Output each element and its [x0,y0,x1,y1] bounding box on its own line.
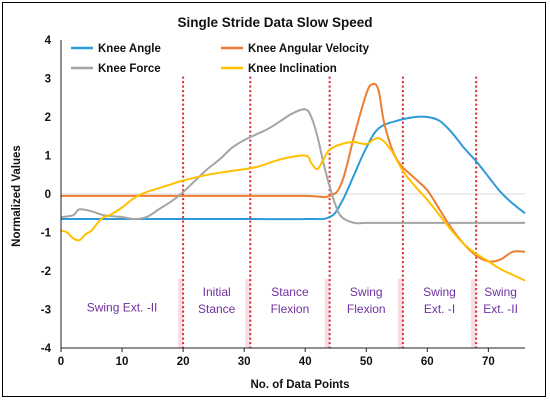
line-chart: Single Stride Data Slow Speed Normalized… [11,15,526,391]
phase-label: Swing Ext. -I [423,285,456,316]
y-tick-label: -4 [41,343,52,355]
phase-label: Swing Ext. -II [87,300,158,314]
phase-band [245,278,251,348]
series-line-knee-inclination [60,137,526,282]
series-line-knee-force [60,108,525,225]
y-tick-label: 0 [45,189,51,201]
x-tick-label: 10 [116,356,129,368]
chart-frame: Single Stride Data Slow Speed Normalized… [2,2,546,397]
series-line-knee-angle [60,115,526,221]
legend-label: Knee Angle [98,43,161,55]
phase-band [471,278,477,348]
x-tick-label: 40 [299,356,312,368]
legend: Knee Angle Knee Angular Velocity Knee Forc… [71,43,370,75]
phase-label: Stance Flexion [271,285,310,316]
phase-bands [178,278,477,348]
phase-band [324,278,330,348]
phase-boundary-lines [182,76,478,348]
x-tick-label: 50 [360,356,373,368]
x-tick-label: 70 [482,356,495,368]
series-lines [60,82,526,282]
legend-label: Knee Inclination [248,63,337,75]
axes [60,40,525,349]
x-tick-label: 30 [238,356,251,368]
phase-band [397,278,403,348]
series-line-knee-angular-velocity [61,82,526,263]
y-tick-label: 4 [45,35,52,47]
x-axis-label: No. of Data Points [250,379,349,391]
y-tick-label: -1 [41,228,52,240]
chart-title: Single Stride Data Slow Speed [177,15,372,30]
phase-band [178,278,184,348]
y-axis-label: Normalized Values [11,145,23,247]
y-tick-label: 1 [45,151,52,163]
x-tick-label: 20 [177,356,190,368]
x-tick-label: 0 [58,356,64,368]
phase-label: Swing Flexion [347,285,386,316]
y-tick-label: -2 [41,266,51,278]
phase-labels: Swing Ext. -II Initial Stance Stance Flexion… [87,285,518,316]
y-tick-label: -3 [41,305,51,317]
phase-label: Swing Ext. -II [483,285,518,316]
y-tick-label: 2 [45,112,51,124]
x-tick-label: 60 [421,356,434,368]
legend-label: Knee Force [98,63,161,75]
y-tick-label: 3 [45,74,51,86]
phase-label: Initial Stance [198,285,236,316]
legend-label: Knee Angular Velocity [248,43,370,55]
